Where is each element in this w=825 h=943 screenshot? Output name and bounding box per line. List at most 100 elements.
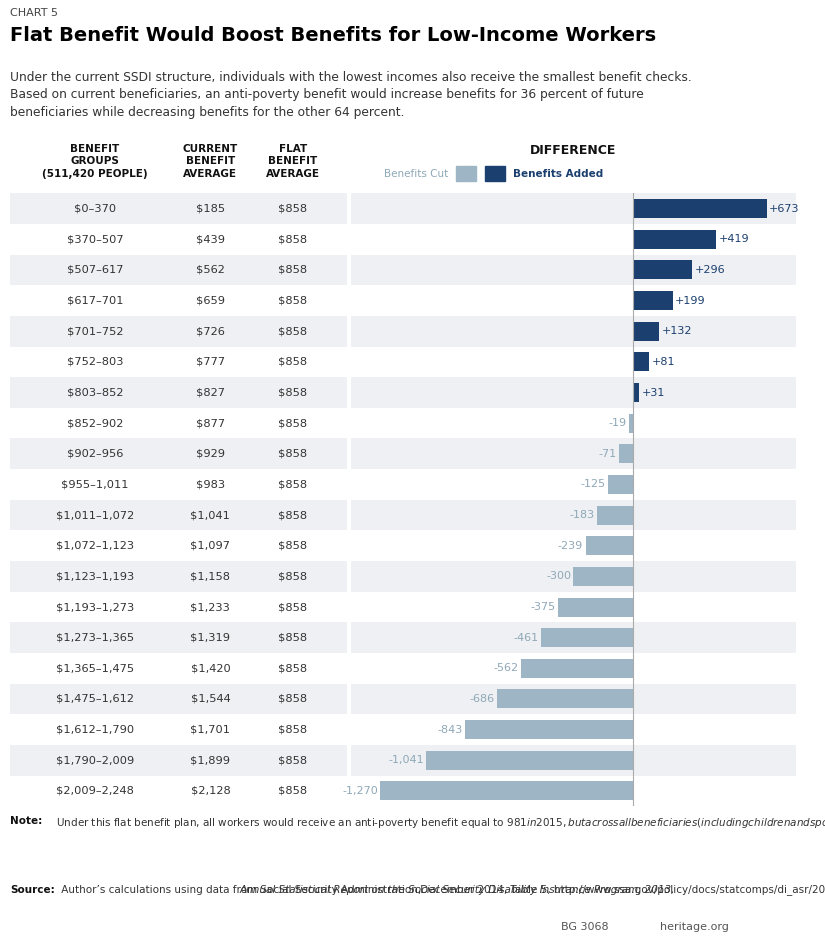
- Text: $858: $858: [278, 540, 308, 551]
- Text: heritage.org: heritage.org: [660, 921, 728, 932]
- Bar: [351, 500, 796, 530]
- Bar: [633, 230, 716, 249]
- Text: $858: $858: [278, 326, 308, 337]
- Bar: [559, 598, 633, 617]
- Text: $1,420: $1,420: [191, 663, 230, 673]
- Text: $858: $858: [278, 295, 308, 306]
- Text: $827: $827: [196, 388, 225, 398]
- Text: -461: -461: [514, 633, 539, 643]
- Text: FLAT
BENEFIT
AVERAGE: FLAT BENEFIT AVERAGE: [266, 144, 320, 179]
- Text: $0–370: $0–370: [73, 204, 116, 214]
- Bar: [596, 505, 633, 524]
- Text: $752–803: $752–803: [67, 356, 123, 367]
- Text: -375: -375: [531, 602, 556, 612]
- Bar: [497, 689, 633, 708]
- Text: $2,009–2,248: $2,009–2,248: [56, 786, 134, 796]
- Bar: [456, 166, 476, 181]
- Bar: [10, 193, 346, 223]
- Bar: [351, 438, 796, 469]
- Bar: [351, 223, 796, 255]
- Bar: [10, 653, 346, 684]
- Bar: [351, 469, 796, 500]
- Text: DIFFERENCE: DIFFERENCE: [530, 144, 616, 157]
- Text: +81: +81: [652, 356, 675, 367]
- Text: -19: -19: [609, 418, 627, 428]
- Text: $617–701: $617–701: [67, 295, 123, 306]
- Bar: [351, 407, 796, 438]
- Text: -183: -183: [569, 510, 594, 521]
- Bar: [351, 745, 796, 775]
- Text: Under the current SSDI structure, individuals with the lowest incomes also recei: Under the current SSDI structure, indivi…: [10, 71, 691, 119]
- Bar: [633, 322, 659, 340]
- Text: $955–1,011: $955–1,011: [61, 479, 129, 489]
- Text: $1,790–2,009: $1,790–2,009: [56, 755, 134, 766]
- Text: $803–852: $803–852: [67, 388, 123, 398]
- Text: Author’s calculations using data from Social Security Administration,: Author’s calculations using data from So…: [58, 885, 424, 895]
- Bar: [10, 377, 346, 407]
- Text: $777: $777: [196, 356, 225, 367]
- Text: $1,097: $1,097: [191, 540, 230, 551]
- Text: $1,544: $1,544: [191, 694, 230, 704]
- Text: $858: $858: [278, 479, 308, 489]
- Text: $1,233: $1,233: [191, 602, 230, 612]
- Bar: [10, 530, 346, 561]
- Text: -686: -686: [469, 694, 494, 704]
- Text: -71: -71: [598, 449, 616, 459]
- Text: BG 3068: BG 3068: [561, 921, 609, 932]
- Bar: [426, 751, 633, 769]
- Text: $858: $858: [278, 786, 308, 796]
- Text: -125: -125: [581, 479, 606, 489]
- Text: -1,041: -1,041: [388, 755, 423, 766]
- Bar: [351, 193, 796, 223]
- Text: -1,270: -1,270: [342, 786, 378, 796]
- Text: $929: $929: [196, 449, 225, 459]
- Text: $659: $659: [196, 295, 225, 306]
- Bar: [541, 628, 633, 647]
- Text: $858: $858: [278, 204, 308, 214]
- Text: $858: $858: [278, 510, 308, 521]
- Bar: [521, 659, 633, 678]
- Bar: [351, 684, 796, 715]
- Bar: [10, 255, 346, 285]
- Text: $1,041: $1,041: [191, 510, 230, 521]
- Bar: [10, 316, 346, 346]
- Text: Benefits Added: Benefits Added: [512, 169, 603, 178]
- Bar: [10, 561, 346, 592]
- Bar: [586, 537, 633, 555]
- Bar: [351, 592, 796, 622]
- Bar: [633, 260, 692, 279]
- Text: Annual Statistical Report on the Social Security Disability Insurance Program, 2: Annual Statistical Report on the Social …: [239, 885, 675, 895]
- Text: $1,273–1,365: $1,273–1,365: [56, 633, 134, 643]
- Bar: [10, 775, 346, 806]
- Bar: [351, 377, 796, 407]
- Text: $1,612–1,790: $1,612–1,790: [56, 724, 134, 735]
- Bar: [10, 715, 346, 745]
- Text: $726: $726: [196, 326, 224, 337]
- Bar: [10, 622, 346, 653]
- Text: $858: $858: [278, 633, 308, 643]
- Text: $370–507: $370–507: [67, 234, 123, 244]
- Bar: [351, 530, 796, 561]
- Text: $1,319: $1,319: [191, 633, 230, 643]
- Text: -239: -239: [558, 540, 583, 551]
- Bar: [10, 438, 346, 469]
- Text: December 2014, Table 5, http://www.ssa.gov/policy/docs/statcomps/di_asr/2013/sec: December 2014, Table 5, http://www.ssa.g…: [417, 885, 825, 896]
- Bar: [351, 622, 796, 653]
- Bar: [633, 199, 767, 218]
- Text: Flat Benefit Would Boost Benefits for Low-Income Workers: Flat Benefit Would Boost Benefits for Lo…: [10, 26, 656, 45]
- Text: $1,365–1,475: $1,365–1,475: [56, 663, 134, 673]
- Text: $439: $439: [196, 234, 225, 244]
- Text: Benefits Cut: Benefits Cut: [384, 169, 448, 178]
- Bar: [351, 316, 796, 346]
- Text: +296: +296: [695, 265, 725, 275]
- Text: Under this flat benefit plan, all workers would receive an anti-poverty benefit : Under this flat benefit plan, all worker…: [53, 816, 825, 830]
- Text: $858: $858: [278, 571, 308, 582]
- Bar: [608, 475, 633, 494]
- Text: $2,128: $2,128: [191, 786, 230, 796]
- Bar: [633, 291, 672, 310]
- Bar: [10, 346, 346, 377]
- Text: $858: $858: [278, 755, 308, 766]
- Text: $902–956: $902–956: [67, 449, 123, 459]
- Bar: [351, 715, 796, 745]
- Text: $858: $858: [278, 388, 308, 398]
